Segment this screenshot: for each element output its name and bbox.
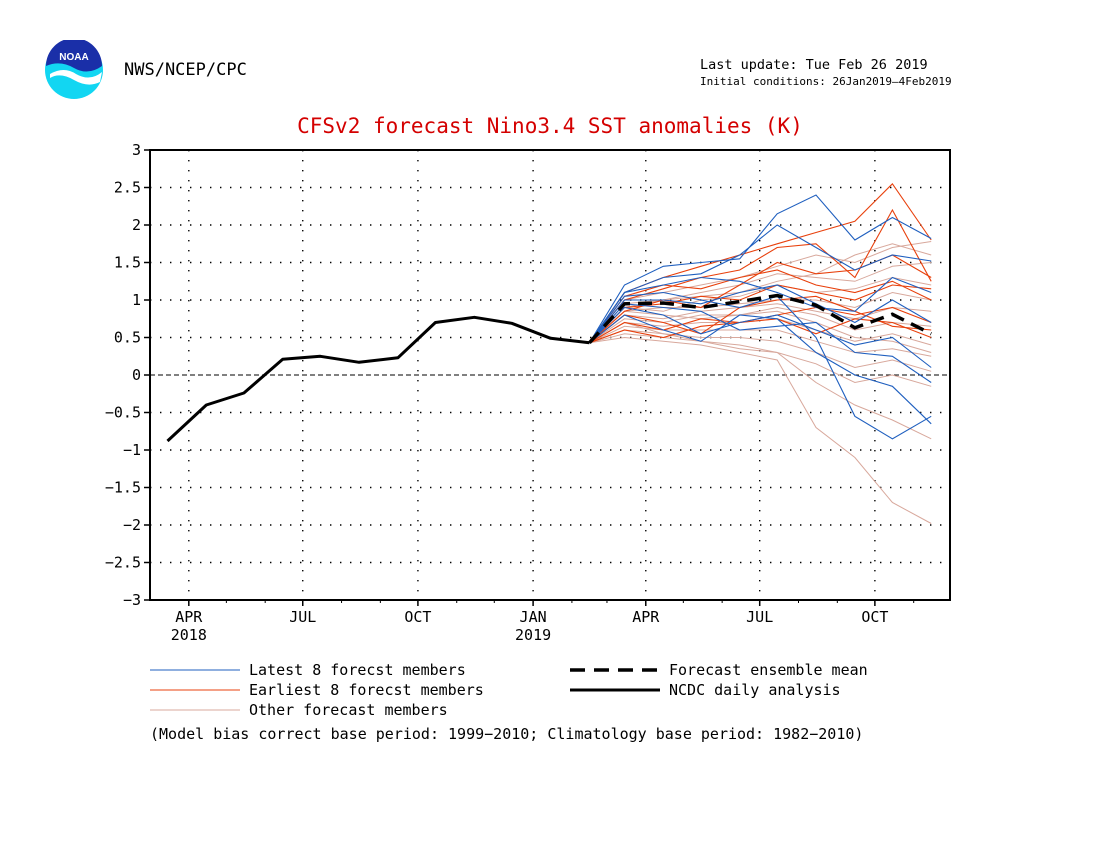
other-member-line [589, 321, 932, 440]
latest-member-line [588, 291, 932, 440]
legend-label-mean: Forecast ensemble mean [669, 661, 868, 679]
latest-member-line [589, 314, 932, 425]
other-member-line [589, 333, 932, 387]
other-member-line [589, 303, 932, 344]
y-tick-label: −2 [123, 516, 141, 534]
y-tick-label: 2.5 [114, 179, 141, 197]
y-tick-label: −0.5 [105, 404, 141, 422]
x-tick-label: APR [175, 608, 203, 626]
latest-member-line [588, 194, 932, 344]
x-tick-label: JAN [520, 608, 547, 626]
latest-member-line [588, 284, 932, 344]
legend-label-analysis: NCDC daily analysis [669, 681, 841, 699]
noaa-logo: NOAA [45, 40, 103, 99]
legend-label-latest: Latest 8 forecst members [249, 661, 466, 679]
ensemble-mean-series [588, 293, 932, 344]
analysis-series [166, 315, 590, 443]
y-tick-label: −1 [123, 441, 141, 459]
y-tick-label: 0.5 [114, 329, 141, 347]
analysis-line [166, 315, 590, 443]
x-tick-label: JUL [746, 608, 773, 626]
latest-members-series [588, 194, 932, 440]
earliest-member-line [589, 284, 932, 344]
grid-lines [150, 150, 950, 600]
organization-label: NWS/NCEP/CPC [124, 60, 247, 80]
y-tick-label: 2 [132, 216, 141, 234]
y-tick-label: −1.5 [105, 479, 141, 497]
latest-member-line [588, 224, 932, 344]
legend-label-earliest: Earliest 8 forecst members [249, 681, 484, 699]
other-member-line [589, 329, 932, 372]
footnote: (Model bias correct base period: 1999−20… [150, 725, 864, 743]
y-tick-label: −2.5 [105, 554, 141, 572]
other-member-line [589, 336, 932, 524]
ensemble-mean-line [588, 293, 932, 344]
x-tick-label: OCT [861, 608, 888, 626]
x-tick-year-label: 2019 [515, 626, 551, 644]
y-tick-label: 1 [132, 291, 141, 309]
other-member-line [589, 306, 932, 344]
latest-member-line [588, 303, 932, 383]
y-axis: 3 2.5 2 1.5 1 0.5 0 −0.5 −1 −1.5 −2 −2.5 −3 [105, 141, 150, 609]
other-member-line [589, 241, 932, 344]
initial-conditions-label: Initial conditions: 26Jan2019—4Feb2019 [700, 75, 952, 88]
last-update-label: Last update: Tue Feb 26 2019 [700, 57, 928, 73]
legend: Latest 8 forecst members Earliest 8 forec… [150, 661, 868, 719]
y-tick-label: 1.5 [114, 254, 141, 272]
other-member-line [589, 310, 932, 353]
y-tick-label: 3 [132, 141, 141, 159]
noaa-logo-text: NOAA [59, 52, 88, 63]
latest-member-line [588, 276, 932, 344]
latest-member-line [589, 306, 932, 368]
y-tick-label: 0 [132, 366, 141, 384]
earliest-member-line [588, 208, 932, 344]
x-tick-label: APR [632, 608, 660, 626]
y-tick-label: −3 [123, 591, 141, 609]
x-tick-label: OCT [404, 608, 431, 626]
chart-title: CFSv2 forecast Nino3.4 SST anomalies (K) [297, 114, 803, 138]
earliest-member-line [589, 295, 932, 344]
legend-label-other: Other forecast members [249, 701, 448, 719]
x-tick-year-label: 2018 [171, 626, 207, 644]
x-tick-label: JUL [289, 608, 316, 626]
